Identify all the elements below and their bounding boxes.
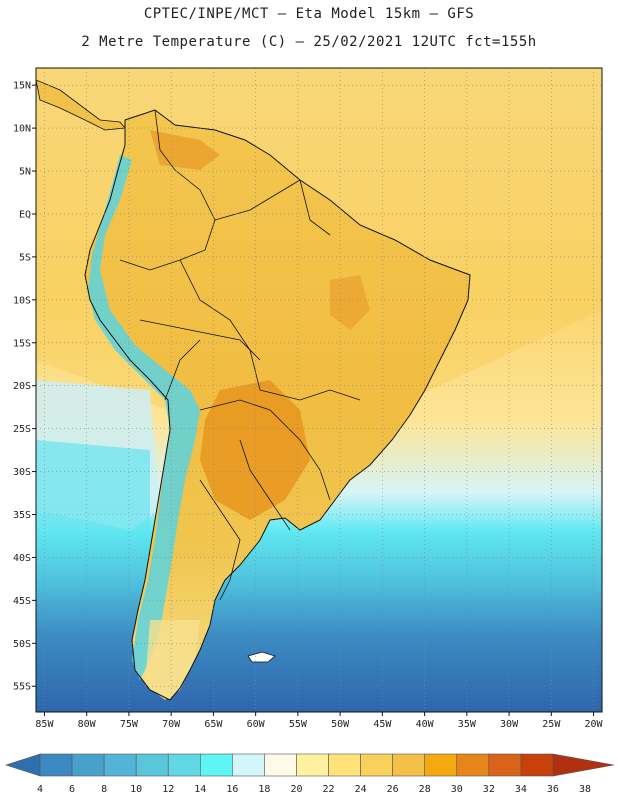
graticule: [36, 68, 602, 712]
colorbar: 4 6 8 10 12 14 16 18 20 22 24 26 28 30 32 34 36 38: [5, 753, 615, 795]
cold-pacific: [36, 440, 150, 530]
colorbar-high-arrow: [552, 753, 615, 777]
map-title: CPTEC/INPE/MCT – Eta Model 15km – GFS: [143, 6, 475, 22]
hot-interior: [200, 380, 310, 520]
lat-tick-label: 45S: [13, 596, 31, 607]
colorbar-low-arrow: [5, 753, 41, 777]
lat-tick-label: 10S: [13, 295, 31, 306]
lat-tick-label: 10N: [13, 124, 31, 135]
colorbar-label: 34: [515, 784, 527, 795]
colorbar-label: 28: [419, 784, 431, 795]
lat-tick-label: 55S: [13, 682, 31, 693]
colorbar-cell: [360, 753, 393, 777]
colorbar-cell: [264, 753, 297, 777]
map-subtitle: 2 Metre Temperature (C) – 25/02/2021 12U…: [81, 34, 537, 50]
colorbar-cell: [71, 753, 105, 777]
colorbar-label: 6: [69, 784, 75, 795]
plot-frame: [35, 67, 603, 713]
lon-tick-label: 85W: [35, 719, 54, 730]
colorbar-cell: [103, 753, 137, 777]
colorbar-cell: [488, 753, 522, 777]
colorbar-label: 30: [451, 784, 463, 795]
coastline: [84, 109, 471, 701]
lon-tick-label: 80W: [78, 719, 97, 730]
country-borders: [119, 109, 361, 601]
colorbar-label: 36: [547, 784, 559, 795]
colorbar-cell: [199, 753, 233, 777]
lon-tick-label: 70W: [162, 719, 181, 730]
colorbar-label: 26: [387, 784, 399, 795]
lat-tick-label: 50S: [13, 639, 31, 650]
colorbar-cell: [167, 753, 201, 777]
lon-tick-label: 55W: [289, 719, 308, 730]
lon-tick-label: 40W: [416, 719, 435, 730]
lon-tick-label: 30W: [500, 719, 519, 730]
lat-tick-label: 20S: [13, 381, 31, 392]
colorbar-cell: [456, 753, 490, 777]
colorbar-cell: [39, 753, 73, 777]
lon-tick-label: 35W: [458, 719, 477, 730]
colorbar-label: 32: [483, 784, 495, 795]
colorbar-cell: [424, 753, 458, 777]
colorbar-cell: [232, 753, 265, 777]
colorbar-cell: [520, 753, 554, 777]
lon-tick-label: 75W: [120, 719, 139, 730]
lon-tick-label: 20W: [585, 719, 604, 730]
andes-band: [88, 155, 200, 680]
lat-tick-label: 35S: [13, 510, 31, 521]
colorbar-label: 16: [226, 784, 238, 795]
patagonia: [145, 620, 200, 700]
lat-tick-label: 5S: [19, 252, 31, 263]
lat-tick-label: EQ: [19, 209, 31, 220]
colorbar-cell: [328, 753, 361, 777]
colorbar-label: 10: [130, 784, 142, 795]
temperature-map: 15N 10N 5N EQ 5S 10S 15S 20S 25S 30S 35S 40S 45S 50S 5…: [13, 67, 604, 730]
lon-tick-label: 50W: [331, 719, 350, 730]
lat-tick-label: 30S: [13, 467, 31, 478]
lat-tick-label: 15S: [13, 338, 31, 349]
lon-tick-label: 25W: [542, 719, 561, 730]
lon-tick-label: 65W: [204, 719, 223, 730]
lat-tick-label: 15N: [13, 81, 31, 92]
colorbar-cell: [296, 753, 329, 777]
lon-tick-label: 45W: [373, 719, 392, 730]
colorbar-label: 8: [101, 784, 107, 795]
colorbar-cell: [135, 753, 169, 777]
colorbar-label: 22: [323, 784, 335, 795]
colorbar-label: 18: [258, 784, 270, 795]
falkland-islands: [247, 651, 276, 663]
latitude-axis: 15N 10N 5N EQ 5S 10S 15S 20S 25S 30S 35S 40S 45S 50S 5…: [13, 81, 36, 693]
lat-tick-label: 5N: [19, 167, 31, 178]
colorbar-label: 38: [579, 784, 591, 795]
colorbar-label: 14: [194, 784, 206, 795]
lat-tick-label: 25S: [13, 424, 31, 435]
longitude-axis: 85W 80W 75W 70W 65W 60W 55W 50W 45W 40W 35W 30W 25W 2…: [35, 712, 604, 730]
colorbar-label: 20: [290, 784, 302, 795]
colorbar-label: 4: [37, 784, 43, 795]
lat-tick-label: 40S: [13, 553, 31, 564]
lon-tick-label: 60W: [247, 719, 266, 730]
colorbar-label: 12: [162, 784, 174, 795]
colorbar-cell: [392, 753, 426, 777]
colorbar-label: 24: [355, 784, 367, 795]
